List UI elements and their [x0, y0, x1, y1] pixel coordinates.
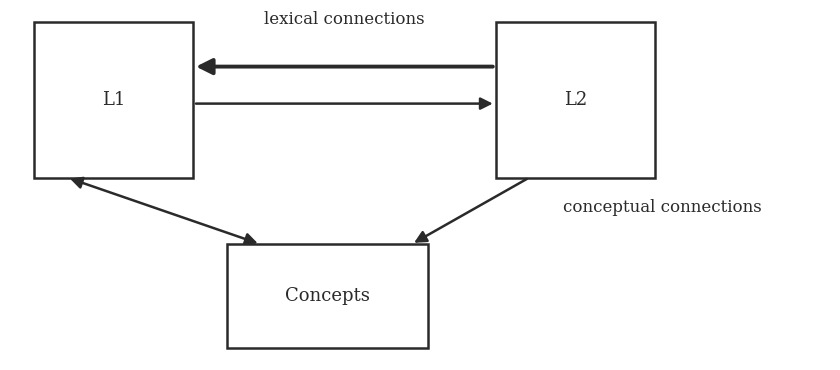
Bar — [34, 22, 193, 178]
Text: lexical connections: lexical connections — [264, 11, 425, 28]
Bar — [227, 244, 428, 348]
Bar — [496, 22, 655, 178]
Text: conceptual connections: conceptual connections — [563, 199, 762, 216]
Text: Concepts: Concepts — [285, 287, 370, 305]
Text: L1: L1 — [102, 91, 125, 109]
Text: L2: L2 — [564, 91, 587, 109]
